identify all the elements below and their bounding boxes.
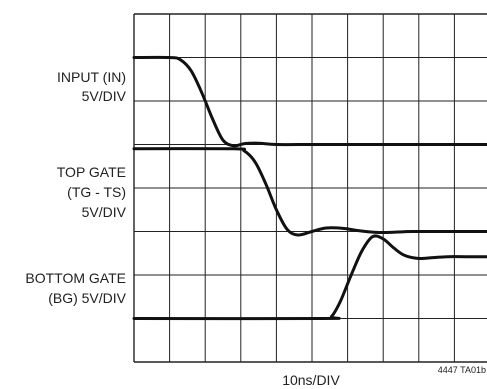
- bottom-gate-label-line-1: BOTTOM GATE: [25, 270, 126, 286]
- bottom-gate-channel-label: BOTTOM GATE (BG) 5V/DIV: [25, 270, 126, 306]
- top-gate-label-line-3: 5V/DIV: [82, 204, 127, 220]
- top-gate-trace: [132, 147, 487, 237]
- input-label-line-2: 5V/DIV: [82, 88, 127, 104]
- input-channel-label: INPUT (IN) 5V/DIV: [57, 69, 127, 104]
- bottom-gate-trace: [132, 234, 487, 321]
- x-axis-label: 10ns/DIV: [282, 372, 340, 388]
- top-gate-label-line-1: TOP GATE: [57, 164, 126, 180]
- top-gate-label-line-2: (TG - TS): [67, 184, 126, 200]
- input-label-line-1: INPUT (IN): [57, 69, 126, 85]
- top-gate-channel-label: TOP GATE (TG - TS) 5V/DIV: [57, 164, 127, 220]
- waveform-traces: [132, 55, 487, 321]
- figure-id-note: 4447 TA01b: [438, 365, 486, 375]
- bottom-gate-label-line-2: (BG) 5V/DIV: [48, 290, 126, 306]
- input-trace: [132, 55, 487, 148]
